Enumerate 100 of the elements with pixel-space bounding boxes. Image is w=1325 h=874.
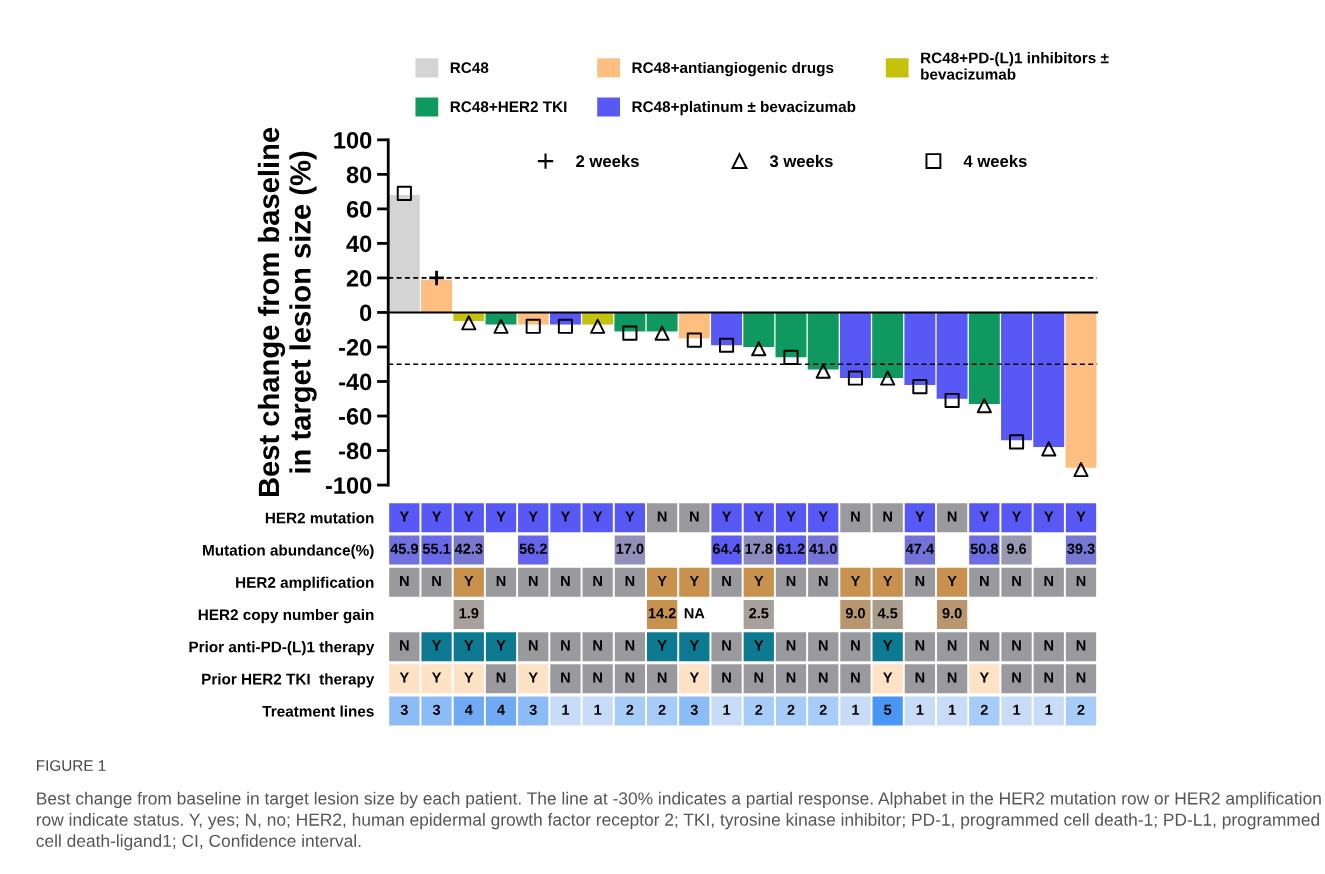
text: Y [818, 511, 828, 522]
text: N [851, 672, 860, 683]
text: Y [528, 672, 538, 683]
text: N [786, 640, 796, 651]
text: Y [431, 511, 442, 522]
text: 61.2 [777, 543, 805, 554]
text: N [851, 640, 860, 651]
text: Y [657, 640, 667, 651]
text: Y [786, 511, 796, 522]
legend-label: 3 weeks [769, 154, 833, 168]
text: N [1044, 575, 1054, 586]
text: N [818, 640, 828, 651]
text: Y [915, 511, 925, 522]
text: 3 [690, 704, 698, 715]
text: Y [496, 640, 506, 651]
text: N [1044, 672, 1054, 683]
text: N [432, 575, 441, 586]
text: 1 [948, 704, 956, 715]
text: N [593, 575, 602, 586]
text: Y [689, 640, 699, 651]
text: NA [684, 608, 705, 619]
y-axis-title: Best change from baseline in target lesion size (%) [257, 127, 317, 497]
text: Y [625, 511, 635, 522]
text: 1 [562, 704, 570, 715]
text: Y [431, 672, 442, 683]
text: N [818, 575, 828, 586]
text: N [786, 575, 796, 586]
text: N [1076, 672, 1086, 683]
text: 3 [529, 704, 537, 715]
text: Y [560, 511, 571, 522]
text: 2 [787, 704, 795, 715]
text: 56.2 [519, 543, 547, 554]
text: N [1076, 575, 1086, 586]
text: Y [883, 575, 893, 586]
text: Best change from baseline in target lesion size by each patient. The line at -30% indicates a partial response. Alphabet in the HER2 mutation row or HER2 amplification row indicate status. Y, yes; N, no; HER2, human epidermal growth factor receptor 2; TKI, tyrosine kinase inhibitor; PD-1, programmed cell death-1; PD-L1, programmed cell death-ligand1; CI, Confidence interval. [36, 791, 1321, 851]
text: 2 [819, 704, 827, 715]
text: Y [464, 511, 474, 522]
text: 1 [1045, 704, 1053, 715]
text: N [947, 640, 957, 651]
text: N [657, 511, 667, 522]
text: N [400, 640, 409, 651]
legend-label: RC48+PD-(L)1 inhibitors ± bevacizumab [921, 52, 1109, 80]
text: 50.8 [970, 543, 999, 554]
text: N [528, 640, 538, 651]
y-tick-label: 40 [346, 235, 372, 253]
y-tick-label: 20 [346, 270, 372, 287]
text: 1 [852, 704, 860, 715]
y-tick-label: -40 [339, 373, 372, 391]
text: 42.3 [454, 543, 483, 554]
text: N [851, 511, 860, 522]
text: 55.1 [422, 543, 451, 554]
text: 17.0 [616, 543, 644, 554]
text: 39.3 [1067, 543, 1095, 554]
text: 45.9 [390, 543, 418, 554]
legend-label: RC48 [450, 62, 489, 74]
text: 2 [658, 704, 666, 715]
y-tick-label: Mutation abundance(%) [203, 544, 374, 559]
y-tick-label: Treatment lines [262, 705, 374, 717]
text: N [722, 640, 731, 651]
text: N [690, 511, 699, 522]
text: 1.9 [459, 608, 479, 619]
text: N [883, 511, 892, 522]
text: N [947, 672, 957, 683]
text: N [593, 640, 602, 651]
text: Y [528, 511, 538, 522]
text: Y [850, 575, 861, 586]
y-tick-label: -80 [339, 442, 372, 460]
text: Y [754, 640, 764, 651]
text: N [722, 672, 731, 683]
text: 4 [464, 704, 473, 715]
text: N [625, 640, 635, 651]
text: N [915, 575, 925, 586]
text: Y [947, 575, 957, 586]
y-tick-label: -60 [339, 408, 372, 425]
text: N [496, 575, 506, 586]
y-tick-label: Prior anti-PD-(L)1 therapy [189, 641, 375, 656]
text: N [593, 672, 602, 683]
text: 1 [916, 704, 924, 715]
text: Y [721, 511, 732, 522]
text: N [1012, 640, 1021, 651]
text: Y [657, 575, 667, 586]
y-tick-label: Prior HER2 TKI therapy [202, 673, 375, 688]
text: 4 [497, 704, 505, 715]
text: 2 [980, 704, 988, 715]
text: 2.5 [749, 608, 769, 619]
text: N [722, 575, 731, 586]
legend-label: 2 weeks [576, 154, 639, 168]
text: Y [496, 511, 506, 522]
text: Y [399, 511, 409, 522]
y-tick-label: HER2 amplification [236, 576, 374, 591]
text: N [947, 511, 957, 522]
text: N [1012, 672, 1021, 683]
text: 3 [400, 704, 408, 715]
legend-label: 4 weeks [963, 154, 1027, 168]
y-tick-label: -20 [339, 339, 372, 356]
text: Y [1044, 511, 1054, 522]
text: 2 [755, 704, 763, 715]
text: Y [593, 511, 603, 522]
text: N [818, 672, 828, 683]
text: N [1044, 640, 1054, 651]
